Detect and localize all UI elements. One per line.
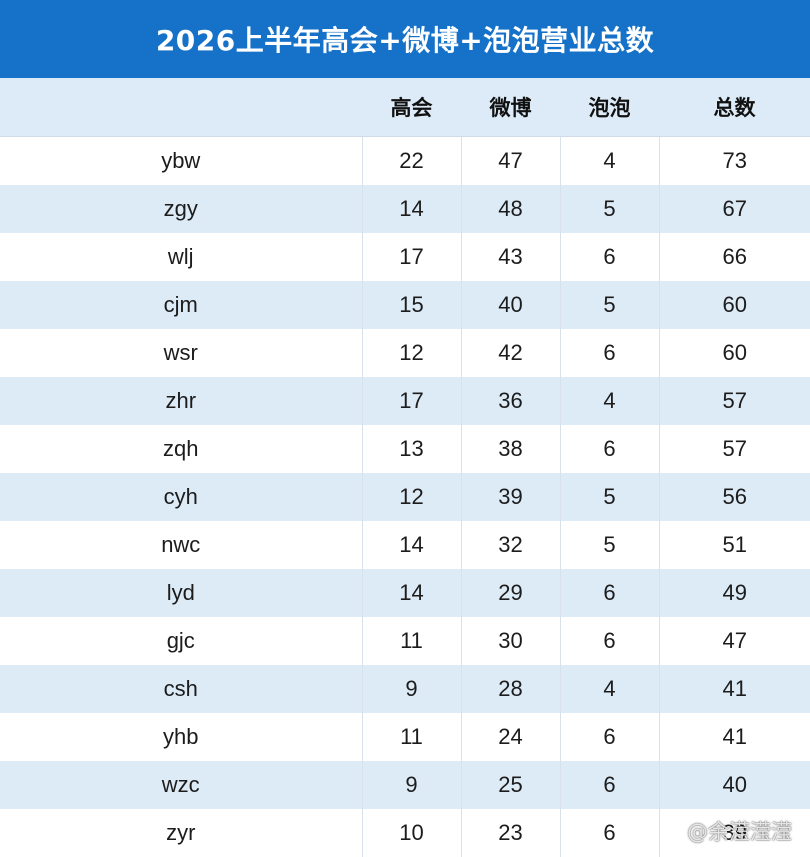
cell-gaohui: 10	[361, 809, 461, 857]
cell-total: 39	[658, 809, 810, 857]
cell-gaohui: 9	[361, 665, 461, 713]
cell-name: wlj	[0, 233, 362, 281]
cell-weibo: 36	[460, 377, 560, 425]
cell-paopao: 6	[559, 809, 659, 857]
cell-total: 41	[658, 713, 810, 761]
cell-paopao: 6	[559, 569, 659, 617]
cell-name: lyd	[0, 569, 362, 617]
cell-name: wsr	[0, 329, 362, 377]
table-row: gjc 11 30 6 47	[0, 617, 810, 665]
cell-gaohui: 15	[361, 281, 461, 329]
cell-total: 66	[658, 233, 810, 281]
header-row: 高会 微博 泡泡 总数	[0, 78, 810, 137]
cell-total: 47	[658, 617, 810, 665]
table-row: zyr 10 23 6 39	[0, 809, 810, 857]
cell-weibo: 43	[460, 233, 560, 281]
cell-name: wzc	[0, 761, 362, 809]
cell-gaohui: 14	[361, 521, 461, 569]
cell-weibo: 32	[460, 521, 560, 569]
cell-gaohui: 11	[361, 617, 461, 665]
header-paopao: 泡泡	[560, 78, 659, 137]
header-weibo: 微博	[461, 78, 560, 137]
cell-name: cyh	[0, 473, 362, 521]
header-name	[0, 78, 362, 137]
cell-weibo: 25	[460, 761, 560, 809]
cell-total: 67	[658, 185, 810, 233]
table-row: wlj 17 43 6 66	[0, 233, 810, 281]
cell-gaohui: 17	[361, 233, 461, 281]
cell-weibo: 28	[460, 665, 560, 713]
cell-name: zqh	[0, 425, 362, 473]
header-total: 总数	[659, 78, 810, 137]
cell-name: gjc	[0, 617, 362, 665]
cell-name: cjm	[0, 281, 362, 329]
page-title: 2026上半年高会+微博+泡泡营业总数	[155, 24, 655, 57]
cell-weibo: 29	[460, 569, 560, 617]
cell-weibo: 39	[460, 473, 560, 521]
cell-paopao: 5	[559, 281, 659, 329]
cell-total: 57	[658, 425, 810, 473]
cell-gaohui: 9	[361, 761, 461, 809]
table-row: wzc 9 25 6 40	[0, 761, 810, 809]
cell-paopao: 6	[559, 761, 659, 809]
cell-name: csh	[0, 665, 362, 713]
cell-total: 60	[658, 281, 810, 329]
table-row: zqh 13 38 6 57	[0, 425, 810, 473]
cell-total: 57	[658, 377, 810, 425]
data-table: 高会 微博 泡泡 总数 ybw 22 47 4 73 zgy 14 48 5 67 wlj 17 43 6…	[0, 78, 810, 857]
table-row: nwc 14 32 5 51	[0, 521, 810, 569]
cell-weibo: 48	[460, 185, 560, 233]
title-bar: 2026上半年高会+微博+泡泡营业总数	[0, 0, 810, 78]
table-row: zgy 14 48 5 67	[0, 185, 810, 233]
cell-paopao: 6	[559, 713, 659, 761]
cell-gaohui: 22	[361, 136, 461, 185]
cell-paopao: 4	[559, 665, 659, 713]
cell-name: nwc	[0, 521, 362, 569]
cell-total: 41	[658, 665, 810, 713]
table-row: csh 9 28 4 41	[0, 665, 810, 713]
cell-gaohui: 14	[361, 185, 461, 233]
cell-name: yhb	[0, 713, 362, 761]
cell-weibo: 47	[460, 136, 560, 185]
cell-paopao: 4	[559, 136, 659, 185]
cell-gaohui: 12	[361, 473, 461, 521]
table-row: wsr 12 42 6 60	[0, 329, 810, 377]
cell-gaohui: 14	[361, 569, 461, 617]
cell-total: 60	[658, 329, 810, 377]
cell-total: 73	[658, 136, 810, 185]
cell-total: 40	[658, 761, 810, 809]
cell-paopao: 6	[559, 233, 659, 281]
table-row: lyd 14 29 6 49	[0, 569, 810, 617]
cell-weibo: 42	[460, 329, 560, 377]
cell-paopao: 4	[559, 377, 659, 425]
table-row: yhb 11 24 6 41	[0, 713, 810, 761]
table-row: zhr 17 36 4 57	[0, 377, 810, 425]
cell-weibo: 30	[460, 617, 560, 665]
cell-paopao: 5	[559, 521, 659, 569]
cell-name: ybw	[0, 136, 362, 185]
table-row: cjm 15 40 5 60	[0, 281, 810, 329]
cell-name: zgy	[0, 185, 362, 233]
cell-weibo: 24	[460, 713, 560, 761]
cell-total: 51	[658, 521, 810, 569]
cell-gaohui: 13	[361, 425, 461, 473]
cell-paopao: 5	[559, 185, 659, 233]
cell-gaohui: 11	[361, 713, 461, 761]
cell-name: zhr	[0, 377, 362, 425]
cell-paopao: 6	[559, 425, 659, 473]
cell-gaohui: 12	[361, 329, 461, 377]
table-row: ybw 22 47 4 73	[0, 136, 810, 185]
cell-weibo: 38	[460, 425, 560, 473]
cell-paopao: 6	[559, 329, 659, 377]
cell-gaohui: 17	[361, 377, 461, 425]
table-row: cyh 12 39 5 56	[0, 473, 810, 521]
cell-paopao: 6	[559, 617, 659, 665]
header-gaohui: 高会	[362, 78, 461, 137]
cell-total: 56	[658, 473, 810, 521]
cell-total: 49	[658, 569, 810, 617]
cell-paopao: 5	[559, 473, 659, 521]
cell-name: zyr	[0, 809, 362, 857]
cell-weibo: 23	[460, 809, 560, 857]
cell-weibo: 40	[460, 281, 560, 329]
